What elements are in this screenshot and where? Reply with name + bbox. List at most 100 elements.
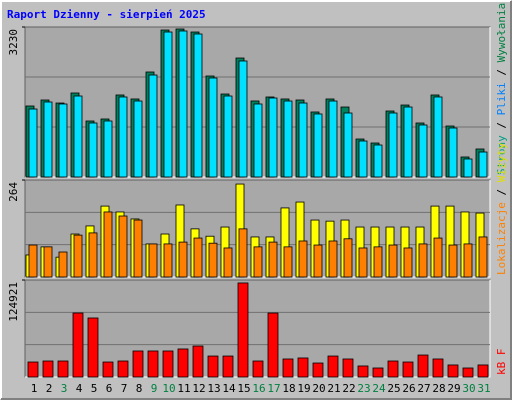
bar <box>253 246 263 278</box>
bar <box>342 358 354 378</box>
x-tick-label: 26 <box>402 382 415 395</box>
bar <box>448 244 458 278</box>
bar <box>358 247 368 278</box>
bar <box>298 102 308 178</box>
bar <box>27 361 39 378</box>
bar <box>282 358 294 378</box>
x-tick-label: 1 <box>31 382 38 395</box>
bar <box>42 360 54 378</box>
x-tick-label: 12 <box>192 382 205 395</box>
bar <box>462 367 474 378</box>
legend-entry: Lokalizacje <box>495 202 508 275</box>
bar <box>433 96 443 178</box>
x-tick-label: 17 <box>267 382 280 395</box>
bar <box>57 360 69 378</box>
x-tick-label: 9 <box>151 382 158 395</box>
bar <box>418 124 428 178</box>
x-tick-label: 6 <box>106 382 113 395</box>
bar <box>373 144 383 178</box>
bar <box>403 247 413 278</box>
x-tick-label: 11 <box>177 382 190 395</box>
x-tick-label: 14 <box>222 382 236 395</box>
bar <box>283 100 293 178</box>
bar <box>238 60 248 178</box>
bar <box>148 74 158 178</box>
bar <box>418 243 428 278</box>
bar <box>28 244 38 278</box>
bar <box>417 354 429 378</box>
y-tick-label: 264 <box>7 182 20 202</box>
legend-entry: Pliki <box>495 82 508 115</box>
bar <box>357 365 369 378</box>
bar <box>447 364 459 378</box>
bar <box>298 240 308 278</box>
x-tick-label: 16 <box>252 382 265 395</box>
bar <box>388 112 398 178</box>
legend: Strony / Pliki / Wywołania <box>495 3 508 175</box>
bar <box>328 100 338 178</box>
bar <box>28 108 38 178</box>
x-tick-label: 28 <box>432 382 445 395</box>
x-tick-label: 5 <box>91 382 98 395</box>
legend: kB F <box>495 349 508 376</box>
x-tick-label: 25 <box>387 382 400 395</box>
bar <box>477 364 489 378</box>
x-tick-label: 23 <box>357 382 370 395</box>
bar <box>163 31 173 178</box>
y-tick-label: 124921 <box>7 282 20 322</box>
bar <box>208 242 218 278</box>
bar <box>223 95 233 178</box>
bar <box>478 151 488 178</box>
x-tick-label: 15 <box>237 382 250 395</box>
bar <box>327 355 339 378</box>
legend-entry: kB F <box>495 349 508 376</box>
x-tick-label: 30 <box>462 382 475 395</box>
bar <box>133 100 143 178</box>
bar <box>312 362 324 378</box>
legend-separator: / <box>495 182 508 202</box>
bar <box>268 241 278 278</box>
x-tick-label: 8 <box>136 382 143 395</box>
bar <box>372 367 384 378</box>
bar <box>73 234 83 278</box>
bar <box>222 355 234 378</box>
bar <box>117 360 129 378</box>
x-tick-label: 31 <box>477 382 490 395</box>
bar <box>208 77 218 178</box>
bar <box>388 244 398 278</box>
x-tick-label: 7 <box>121 382 128 395</box>
legend-entry: Strony <box>495 135 508 175</box>
y-tick-label: 3230 <box>7 29 20 56</box>
chart-title: Raport Dzienny - sierpień 2025 <box>7 8 206 21</box>
bar <box>387 360 399 378</box>
bar <box>102 361 114 378</box>
bar <box>178 241 188 278</box>
bar <box>402 361 414 378</box>
x-tick-label: 18 <box>282 382 295 395</box>
legend-entry: Wizyty <box>495 142 508 182</box>
x-tick-label: 3 <box>61 382 68 395</box>
bar <box>118 96 128 178</box>
bar <box>297 357 309 378</box>
bar <box>252 360 264 378</box>
x-tick-label: 29 <box>447 382 460 395</box>
bar <box>43 101 53 178</box>
bar <box>163 243 173 278</box>
legend-separator: / <box>495 115 508 135</box>
bar <box>73 95 83 178</box>
bar <box>283 246 293 278</box>
bar <box>58 103 68 178</box>
bar <box>253 103 263 178</box>
x-tick-label: 21 <box>327 382 340 395</box>
bar <box>133 219 143 278</box>
bar <box>433 237 443 278</box>
legend-separator: / <box>495 62 508 82</box>
bar <box>463 158 473 178</box>
bar <box>147 350 159 378</box>
bar <box>207 355 219 378</box>
x-tick-label: 24 <box>372 382 386 395</box>
bar <box>343 238 353 278</box>
legend: Lokalizacje / Wizyty <box>495 142 508 275</box>
